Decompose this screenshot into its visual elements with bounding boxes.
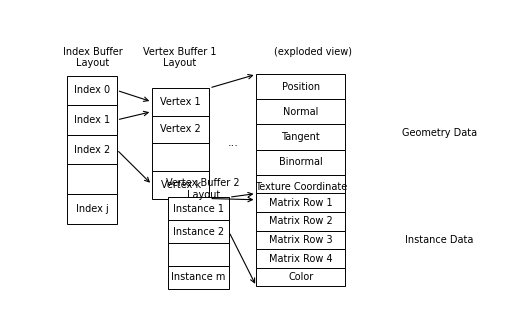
Text: Index Buffer
Layout: Index Buffer Layout [63,47,123,68]
Bar [257,268,345,286]
Bar [68,164,117,194]
Text: Normal: Normal [283,107,319,117]
Text: Matrix Row 2: Matrix Row 2 [269,216,333,226]
Bar [152,143,209,171]
Bar [257,150,345,175]
Text: Matrix Row 4: Matrix Row 4 [269,254,333,263]
Text: ...: ... [228,138,238,148]
Bar [168,220,229,243]
Text: Index 1: Index 1 [74,115,110,125]
Text: Position: Position [281,82,320,92]
Text: Matrix Row 1: Matrix Row 1 [269,198,333,208]
Text: Binormal: Binormal [279,157,323,167]
Bar [168,197,229,220]
Bar [152,88,209,116]
Text: Vertex 1: Vertex 1 [161,97,201,107]
Bar [257,212,345,231]
Text: Instance Data: Instance Data [405,235,473,245]
Bar [257,249,345,268]
Text: (exploded view): (exploded view) [274,47,353,57]
Bar [68,194,117,224]
Bar [168,266,229,289]
Text: Texture Coordinate: Texture Coordinate [255,182,347,192]
Bar [68,105,117,135]
Text: Color: Color [288,272,313,282]
Bar [168,243,229,266]
Text: Vertex Buffer 1
Layout: Vertex Buffer 1 Layout [143,47,216,68]
Bar [257,125,345,150]
Text: Index j: Index j [76,204,108,214]
Text: Vertex Buffer 2
Layout: Vertex Buffer 2 Layout [167,178,240,200]
Bar [257,99,345,125]
Text: Geometry Data: Geometry Data [402,128,477,138]
Bar [257,194,345,212]
Text: Index 0: Index 0 [74,85,110,95]
Bar [152,171,209,199]
Text: Vertex 2: Vertex 2 [160,125,201,135]
Text: Tangent: Tangent [281,132,320,142]
Bar [68,135,117,164]
Text: Instance m: Instance m [171,273,226,282]
Bar [152,116,209,143]
Bar [257,231,345,249]
Text: Instance 2: Instance 2 [173,227,224,237]
Text: Index 2: Index 2 [74,144,110,155]
Text: Matrix Row 3: Matrix Row 3 [269,235,333,245]
Bar [257,175,345,200]
Bar [68,76,117,105]
Bar [257,74,345,99]
Text: Instance 1: Instance 1 [173,204,224,214]
Text: Vertex k: Vertex k [161,180,201,190]
